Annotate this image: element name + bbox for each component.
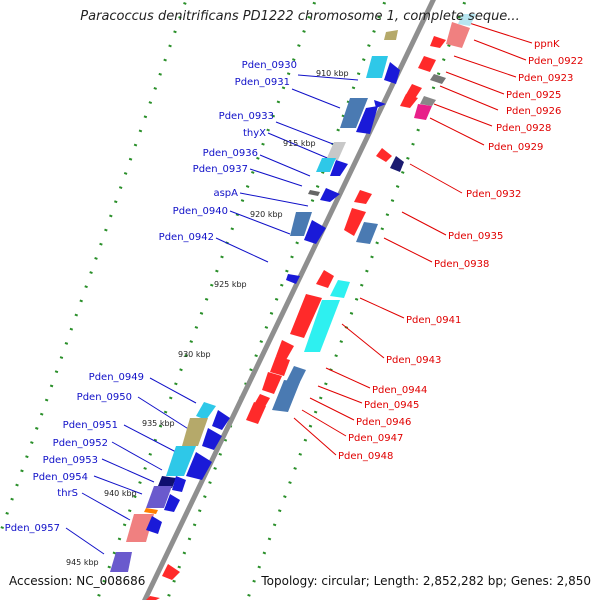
gene-label: Pden_0926 [506,106,561,117]
gene-label: Pden_0923 [518,73,573,84]
gene-label: thyX [243,128,266,139]
tick-label: 910 kbp [316,69,349,78]
gene-label: Pden_0943 [386,355,441,366]
accession-text: Accession: NC_008686 [9,574,146,588]
gene-label: aspA [213,188,238,199]
left-leader-lines [65,74,359,555]
gene-label: Pden_0945 [364,400,419,411]
gene-label: Pden_0931 [235,77,290,88]
gene-label: Pden_0935 [448,231,503,242]
gene-label: Pden_0957 [5,523,60,534]
tick-label: 930 kbp [178,350,211,359]
gene-label: Pden_0928 [496,123,551,134]
plus-strand-features[interactable] [146,14,476,600]
tick-label: 925 kbp [214,280,247,289]
gene-label: Pden_0944 [372,385,427,396]
gene-label: Pden_0953 [43,455,98,466]
gene-label: Pden_0936 [203,148,258,159]
gene-label: Pden_0949 [89,372,144,383]
ring-dots [0,0,468,600]
right-gene-labels[interactable]: ppnK Pden_0922 Pden_0923 Pden_0925 Pden_… [338,39,583,462]
tick-label: 915 kbp [283,139,316,148]
minus-strand-features[interactable] [110,30,400,572]
gene-label: Pden_0954 [33,472,88,483]
gene-label: Pden_0925 [506,90,561,101]
topology-text: Topology: circular; Length: 2,852,282 bp… [261,574,591,588]
gene-label: Pden_0942 [159,232,214,243]
tick-label: 945 kbp [66,558,99,567]
gene-label: Pden_0930 [242,60,297,71]
tick-label: 940 kbp [104,489,137,498]
gene-label: Pden_0946 [356,417,411,428]
gene-label: Pden_0932 [466,189,521,200]
gene-label: Pden_0941 [406,315,461,326]
tick-label: 935 kbp [142,419,175,428]
gene-label: Pden_0947 [348,433,403,444]
gene-label: Pden_0933 [219,111,274,122]
tick-label: 920 kbp [250,210,283,219]
left-gene-labels[interactable]: Pden_0930 Pden_0931 Pden_0933 thyX Pden_… [5,60,297,534]
gene-label: Pden_0951 [63,420,118,431]
gene-label: Pden_0952 [53,438,108,449]
gene-label: Pden_0948 [338,451,393,462]
gene-label: Pden_0922 [528,56,583,67]
gene-label: Pden_0938 [434,259,489,270]
gene-label: Pden_0929 [488,142,543,153]
map-title: Paracoccus denitrificans PD1222 chromoso… [80,9,520,24]
gene-label: thrS [57,488,78,499]
gene-label: Pden_0950 [77,392,132,403]
chromosome-backbone [142,0,436,600]
gene-label: Pden_0940 [173,206,228,217]
gene-label: ppnK [534,39,560,50]
kbp-ticks: 910 kbp 915 kbp 920 kbp 925 kbp 930 kbp … [66,69,349,567]
right-leader-lines [293,21,533,456]
gene-label: Pden_0937 [193,164,248,175]
